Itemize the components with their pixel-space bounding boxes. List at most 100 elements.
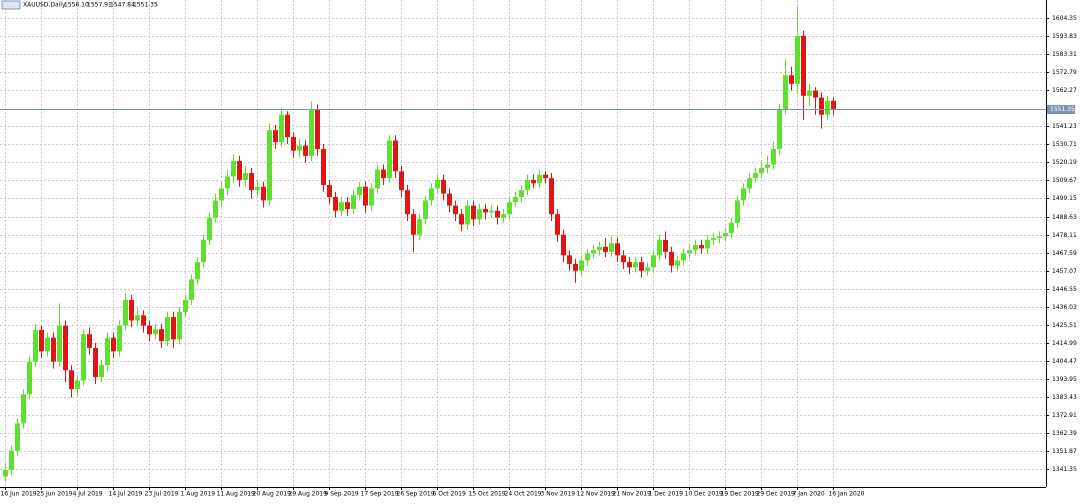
- y-tick-label: 1383.43: [1052, 394, 1077, 401]
- candle-body: [291, 137, 296, 151]
- y-tick-label: 1583.31: [1052, 51, 1077, 58]
- candle-body: [237, 161, 242, 180]
- candle-body: [81, 334, 86, 381]
- candle-body: [279, 114, 284, 143]
- candle-body: [393, 140, 398, 172]
- candle-body: [627, 262, 632, 268]
- candle-body: [15, 423, 20, 451]
- candle-body: [447, 193, 452, 206]
- price-label-box: [1047, 105, 1075, 114]
- candle-body: [759, 167, 764, 174]
- candle-body: [33, 329, 38, 362]
- candle-body: [753, 173, 758, 179]
- x-tick-label: 7 Jan 2020: [793, 491, 825, 498]
- candle-body: [213, 200, 218, 218]
- candle-body: [315, 109, 320, 150]
- x-tick-label: 20 Aug 2019: [253, 491, 292, 498]
- candle-body: [195, 262, 200, 280]
- candle-body: [657, 239, 662, 256]
- candle-body: [603, 246, 608, 252]
- candle-body: [381, 169, 386, 179]
- candle-body: [159, 329, 164, 342]
- x-tick-label: 26 Sep 2019: [397, 491, 435, 498]
- y-tick-label: 1530.71: [1052, 141, 1077, 148]
- y-tick-label: 1372.91: [1052, 412, 1077, 419]
- candle-body: [633, 262, 638, 268]
- candle-body: [207, 217, 212, 240]
- candle-body: [717, 236, 722, 239]
- candle-body: [513, 197, 518, 203]
- y-tick-label: 1478.11: [1052, 232, 1077, 239]
- candle-body: [801, 35, 806, 96]
- candle-body: [153, 329, 158, 335]
- y-tick-label: 1404.47: [1052, 358, 1077, 365]
- candle-body: [771, 149, 776, 165]
- candle-body: [435, 179, 440, 189]
- candle-body: [171, 317, 176, 340]
- candle-body: [303, 145, 308, 156]
- candle-body: [141, 315, 146, 326]
- y-tick-label: 1541.23: [1052, 123, 1077, 130]
- candle-body: [519, 190, 524, 198]
- candle-body: [75, 380, 80, 390]
- candle-body: [561, 234, 566, 256]
- x-tick-label: 17 Sep 2019: [361, 491, 399, 498]
- candle-body: [189, 279, 194, 300]
- candle-body: [807, 90, 812, 96]
- y-tick-label: 1467.59: [1052, 250, 1077, 257]
- candle-body: [345, 202, 350, 210]
- candle-body: [795, 35, 800, 84]
- candle-body: [117, 325, 122, 352]
- candle-body: [399, 171, 404, 191]
- x-tick-label: 10 Dec 2019: [685, 491, 724, 498]
- candle-body: [57, 325, 62, 362]
- x-tick-label: 11 Aug 2019: [217, 491, 256, 498]
- candle-body: [645, 267, 650, 271]
- candle-body: [549, 178, 554, 215]
- candle-body: [543, 174, 548, 179]
- y-tick-label: 1414.99: [1052, 340, 1077, 347]
- candle-body: [411, 214, 416, 235]
- candle-body: [639, 262, 644, 271]
- candle-body: [63, 325, 68, 371]
- candle-body: [573, 263, 578, 271]
- candle-body: [591, 250, 596, 254]
- candle-body: [201, 239, 206, 263]
- x-tick-label: 29 Aug 2019: [289, 491, 328, 498]
- candle-body: [699, 245, 704, 249]
- candle-body: [825, 100, 830, 115]
- candle-body: [465, 205, 470, 225]
- candle-body: [219, 188, 224, 201]
- candle-body: [483, 209, 488, 213]
- candle-body: [165, 317, 170, 342]
- x-tick-label: 1 Dec 2019: [649, 491, 684, 498]
- x-tick-label: 16 Jan 2020: [829, 491, 865, 498]
- candle-body: [585, 253, 590, 261]
- candle-body: [147, 325, 152, 335]
- x-tick-label: 3 Nov 2019: [541, 491, 576, 498]
- grid: [0, 0, 1046, 487]
- symbol: XAUUSD,Daily: [23, 2, 66, 9]
- low-value: 1547.84: [110, 2, 135, 9]
- candle-body: [675, 260, 680, 266]
- candle-body: [21, 394, 26, 424]
- candle-body: [531, 179, 536, 184]
- y-tick-label: 1436.03: [1052, 304, 1077, 311]
- candle-body: [567, 255, 572, 264]
- candle-body: [387, 140, 392, 179]
- candle-body: [105, 337, 110, 366]
- x-tick-label: 25 Jun 2019: [37, 491, 73, 498]
- candle-body: [501, 214, 506, 218]
- y-tick-label: 1446.55: [1052, 286, 1077, 293]
- candle-body: [495, 210, 500, 218]
- candle-body: [681, 253, 686, 261]
- candle-body: [99, 365, 104, 378]
- candle-body: [651, 255, 656, 268]
- x-tick-label: 29 Dec 2019: [757, 491, 796, 498]
- candle-body: [261, 186, 266, 201]
- candle-body: [405, 190, 410, 215]
- candle-body: [831, 100, 836, 109]
- x-tick-label: 6 Oct 2019: [433, 491, 466, 498]
